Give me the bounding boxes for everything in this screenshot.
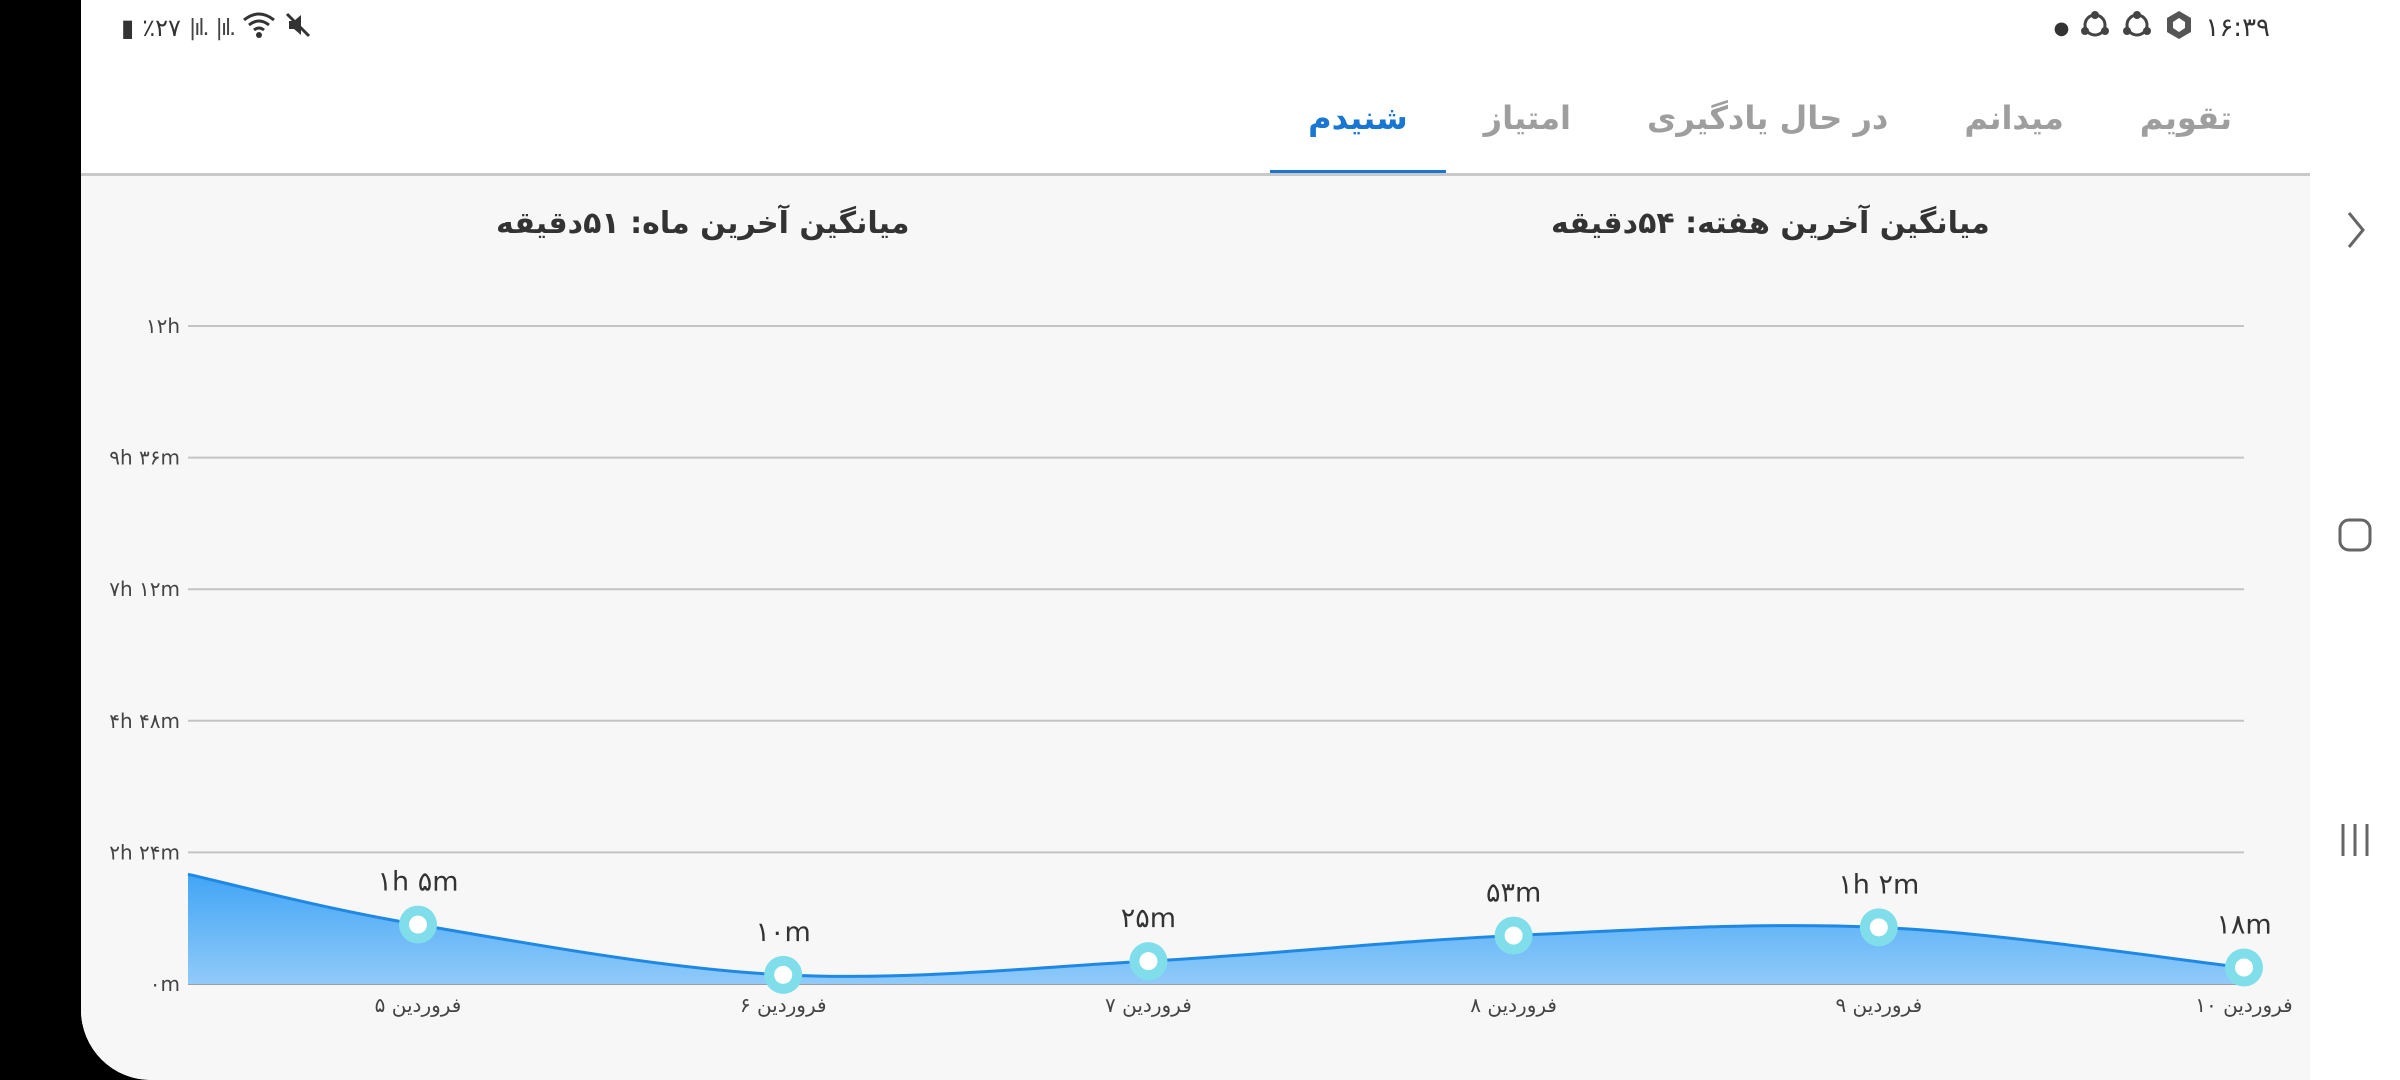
tab-calendar[interactable]: تقویم	[2102, 60, 2270, 175]
app-screen: ▮ ٪۲۷ |ıl. |ıl. ● ۱۶:۳۹ تقویم میدانم در …	[81, 0, 2310, 1080]
signal-icon: |ıl.	[188, 15, 210, 41]
week-average: میانگین آخرین هفته: ۵۴دقیقه	[1551, 206, 1990, 241]
tab-bar: تقویم میدانم در حال یادگیری امتیاز شنیدم	[1270, 60, 2270, 175]
y-tick-label: ۴h ۴۸m	[109, 709, 180, 733]
stats-panel: میانگین آخرین هفته: ۵۴دقیقه میانگین آخری…	[81, 176, 2310, 1080]
battery-percent: ٪۲۷	[142, 14, 181, 42]
x-tick-label: ۷ فروردین	[1105, 993, 1192, 1017]
data-point[interactable]	[399, 905, 437, 944]
tab-label: در حال یادگیری	[1647, 98, 1889, 137]
data-label: ۱۸m	[2216, 910, 2271, 941]
data-label: ۵۳m	[1486, 878, 1541, 909]
data-point[interactable]	[2225, 948, 2263, 987]
tab-known[interactable]: میدانم	[1926, 60, 2101, 175]
month-average: میانگین آخرین ماه: ۵۱دقیقه	[496, 206, 910, 241]
tab-score[interactable]: امتیاز	[1446, 60, 1609, 175]
tab-label: امتیاز	[1483, 98, 1572, 137]
y-tick-label: ۷h ۱۲m	[109, 577, 180, 601]
tab-label: شنیدم	[1308, 98, 1408, 137]
x-tick-label: ۹ فروردین	[1835, 993, 1922, 1017]
y-tick-label: ۹h ۳۶m	[109, 446, 180, 470]
tab-learning[interactable]: در حال یادگیری	[1609, 60, 1926, 175]
y-tick-label: ۱۲h	[146, 314, 180, 338]
y-tick-label: ۲h ۲۴m	[109, 840, 180, 864]
data-point[interactable]	[1494, 916, 1533, 955]
data-label: ۱۰m	[756, 917, 811, 948]
area-fill	[188, 874, 2244, 984]
dot-icon: ●	[2053, 17, 2070, 39]
tab-divider	[81, 173, 2310, 176]
signal-icon: |ıl.	[215, 15, 237, 41]
x-tick-label: ۵ فروردین	[375, 993, 462, 1017]
battery-icon: ▮	[121, 14, 135, 42]
app-icon	[2163, 9, 2195, 48]
tab-label: میدانم	[1964, 98, 2064, 137]
wifi-icon	[242, 11, 276, 45]
tab-label: تقویم	[2139, 98, 2232, 137]
x-tick-label: ۸ فروردین	[1470, 993, 1557, 1017]
y-tick-label: ۰m	[150, 972, 180, 996]
listening-time-chart: ۰m ۲h ۲۴m ۴h ۴۸m ۷h ۱۲m ۹h ۳۶m ۱۲h ۱h ۵m ۵ فرو…	[109, 314, 2292, 1017]
status-bar-right: ● ۱۶:۳۹	[2054, 8, 2270, 48]
data-label: ۱h ۵m	[378, 867, 459, 898]
navigation-bar	[2310, 0, 2400, 1080]
data-label: ۱h ۲m	[1838, 869, 1919, 900]
mute-icon	[284, 11, 312, 45]
data-point[interactable]	[1129, 942, 1168, 981]
recents-icon[interactable]	[2310, 820, 2400, 864]
app-icon	[2121, 9, 2153, 48]
app-icon	[2079, 9, 2111, 48]
data-point[interactable]	[764, 955, 803, 994]
data-label: ۲۵m	[1121, 903, 1176, 934]
x-tick-label: ۶ فروردین	[740, 993, 827, 1017]
home-icon[interactable]	[2310, 515, 2400, 559]
x-tick-label: ۱۰ فروردین	[2195, 993, 2292, 1017]
status-bar-left: ▮ ٪۲۷ |ıl. |ıl.	[121, 8, 312, 48]
clock-time: ۱۶:۳۹	[2205, 13, 2270, 43]
back-icon[interactable]	[2310, 205, 2400, 259]
tab-heard[interactable]: شنیدم	[1270, 60, 1446, 175]
data-point[interactable]	[1859, 908, 1898, 947]
